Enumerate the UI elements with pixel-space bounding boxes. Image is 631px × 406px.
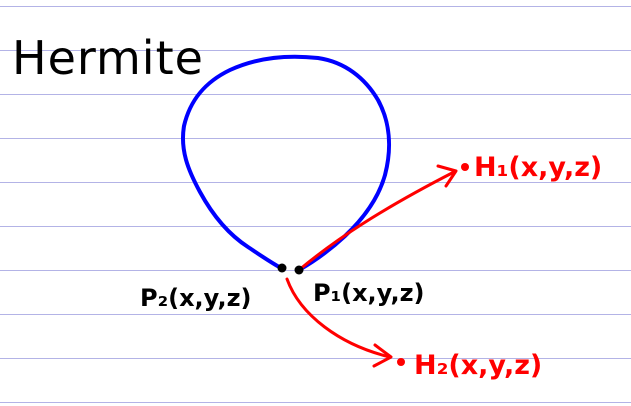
point-p2-dot: [277, 263, 287, 273]
arrowhead-h2: [372, 343, 393, 368]
label-p2: P₂(x,y,z): [140, 284, 252, 312]
tangent-line-h1: [297, 170, 456, 272]
page-title: Hermite: [12, 31, 204, 85]
ruled-lines: [0, 6, 631, 403]
label-h2: H₂(x,y,z): [414, 350, 542, 381]
point-h1-dot: [461, 163, 469, 171]
label-p1: P₁(x,y,z): [313, 279, 425, 307]
point-h2-dot: [397, 358, 405, 366]
tangent-arrow-h2: [285, 277, 393, 368]
point-p1-dot: [294, 265, 304, 275]
label-h1: H₁(x,y,z): [474, 152, 602, 183]
hermite-curve: [181, 54, 391, 272]
arrowhead-h1: [436, 164, 458, 188]
tangent-arrow-h1: [297, 164, 458, 272]
tangent-line-h2: [285, 277, 392, 359]
